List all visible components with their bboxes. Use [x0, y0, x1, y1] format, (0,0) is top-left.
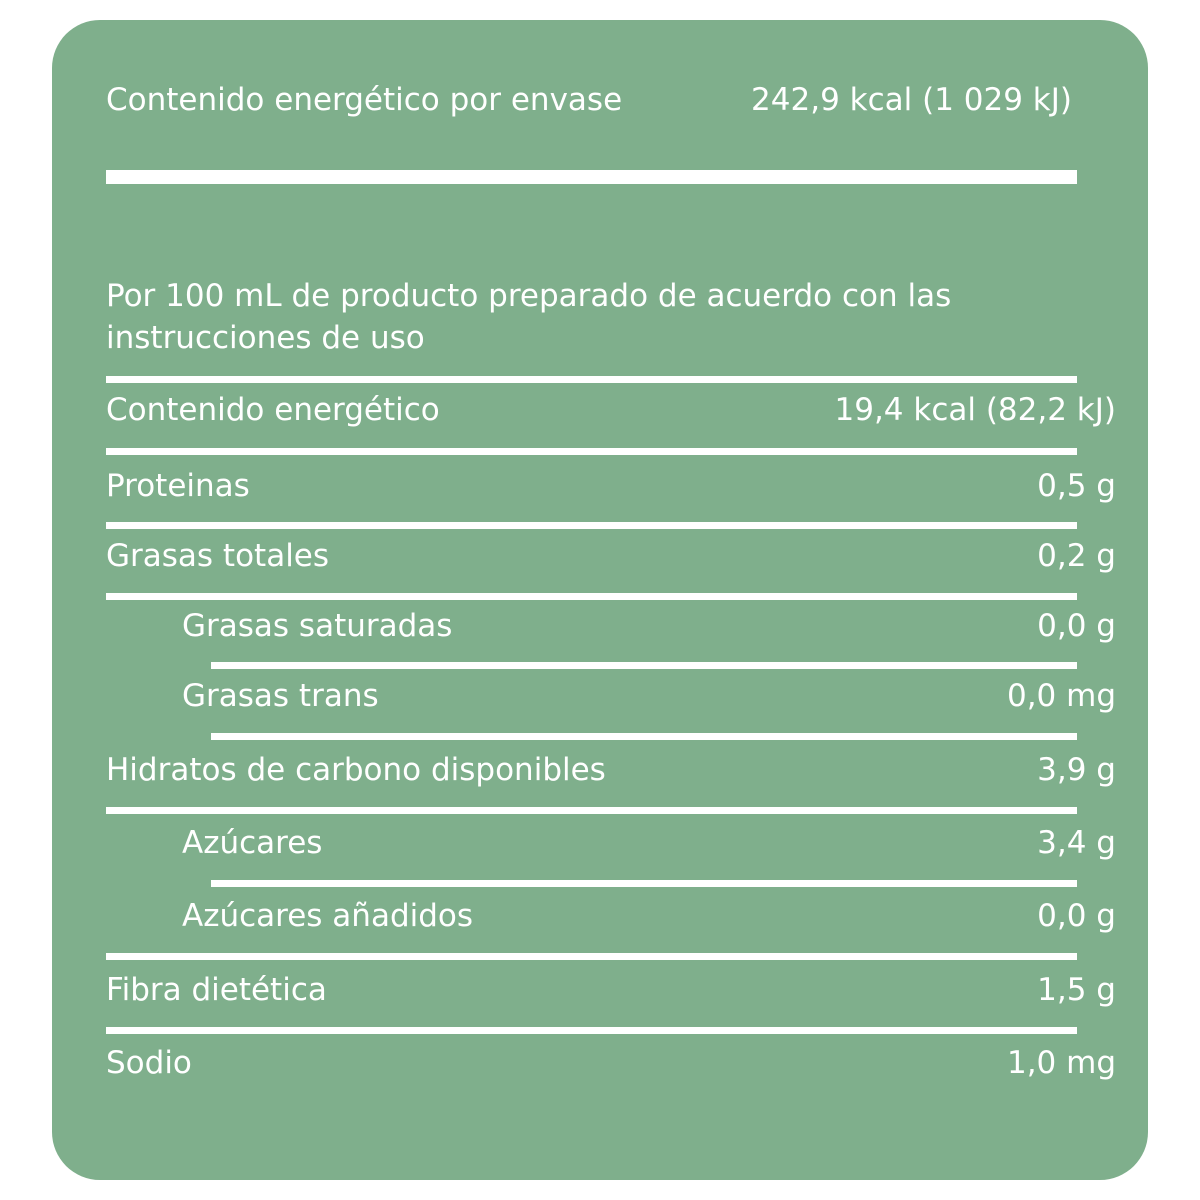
- nutrient-value: 3,4 g: [1037, 825, 1116, 861]
- row-divider: [106, 593, 1077, 600]
- row-divider: [106, 448, 1077, 455]
- table-top-divider: [106, 376, 1077, 383]
- nutrient-label: Grasas saturadas: [182, 608, 453, 644]
- nutrient-label: Grasas totales: [106, 538, 330, 574]
- nutrient-label: Azúcares: [182, 825, 323, 861]
- nutrient-label: Proteinas: [106, 468, 250, 504]
- nutrient-value: 19,4 kcal (82,2 kJ): [834, 392, 1117, 428]
- nutrient-value: 0,0 g: [1037, 608, 1116, 644]
- nutrient-value: 1,0 mg: [1006, 1045, 1116, 1081]
- energy-per-package-row: Contenido energético por envase 242,9 kc…: [106, 82, 1072, 118]
- nutrient-row-sugars: Azúcares 3,4 g: [106, 825, 1116, 861]
- nutrient-label: Fibra dietética: [106, 972, 327, 1008]
- nutrient-row-added-sugars: Azúcares añadidos 0,0 g: [106, 898, 1116, 934]
- nutrient-row-energy: Contenido energético 19,4 kcal (82,2 kJ): [106, 392, 1116, 428]
- nutrient-value: 0,0 mg: [1006, 678, 1116, 714]
- header-divider: [106, 170, 1077, 184]
- nutrient-label: Azúcares añadidos: [182, 898, 474, 934]
- nutrient-value: 3,9 g: [1037, 752, 1116, 788]
- nutrient-label: Contenido energético: [106, 392, 440, 428]
- nutrient-label: Sodio: [106, 1045, 192, 1081]
- nutrient-label: Hidratos de carbono disponibles: [106, 752, 606, 788]
- nutrient-row-carbohydrates: Hidratos de carbono disponibles 3,9 g: [106, 752, 1116, 788]
- nutrient-value: 0,5 g: [1037, 468, 1116, 504]
- nutrient-value: 1,5 g: [1037, 972, 1116, 1008]
- row-divider: [106, 1027, 1077, 1034]
- nutrient-row-fiber: Fibra dietética 1,5 g: [106, 972, 1116, 1008]
- row-divider: [211, 880, 1077, 887]
- nutrient-row-saturated-fat: Grasas saturadas 0,0 g: [106, 608, 1116, 644]
- energy-per-package-value: 242,9 kcal (1 029 kJ): [751, 82, 1072, 118]
- nutrient-row-sodium: Sodio 1,0 mg: [106, 1045, 1116, 1081]
- energy-per-package-label: Contenido energético por envase: [106, 82, 623, 118]
- nutrient-label: Grasas trans: [182, 678, 379, 714]
- row-divider: [106, 522, 1077, 529]
- row-divider: [106, 953, 1077, 960]
- row-divider: [211, 662, 1077, 669]
- nutrient-row-trans-fat: Grasas trans 0,0 mg: [106, 678, 1116, 714]
- serving-note: Por 100 mL de producto preparado de acue…: [106, 278, 952, 356]
- nutrient-row-total-fat: Grasas totales 0,2 g: [106, 538, 1116, 574]
- row-divider: [106, 807, 1077, 814]
- nutrient-value: 0,0 g: [1037, 898, 1116, 934]
- nutrient-row-proteins: Proteinas 0,5 g: [106, 468, 1116, 504]
- row-divider: [211, 733, 1077, 740]
- nutrient-value: 0,2 g: [1037, 538, 1116, 574]
- nutrition-panel: Contenido energético por envase 242,9 kc…: [52, 20, 1148, 1180]
